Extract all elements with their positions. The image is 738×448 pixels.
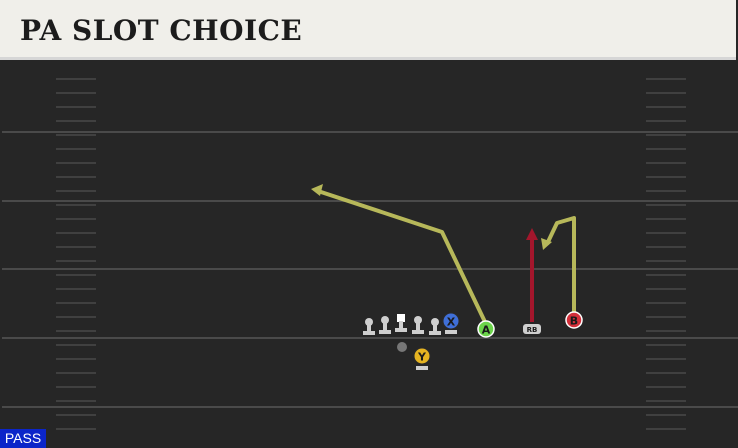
lineman [429,318,441,335]
play-type-badge: PASS [0,429,46,448]
running-back: RB [523,324,541,334]
quarterback [397,342,407,352]
route-b [541,216,576,312]
receiver-x: X [442,312,460,334]
lineman [412,316,424,334]
play-title: PA SLOT CHOICE [20,14,303,47]
receiver-y-label: Y [417,351,427,364]
lineman [379,316,391,334]
route-a [311,184,488,325]
receiver-a: A [477,320,495,338]
running-back-label: RB [527,326,538,334]
receiver-a-label: A [482,324,491,337]
receiver-b-label: B [570,315,578,328]
yard-lines [2,131,738,408]
receiver-x-label: X [447,316,456,329]
play-header: PA SLOT CHOICE [0,0,736,60]
lineman [363,318,375,335]
hash-marks [56,78,686,430]
offensive-line [363,314,441,335]
route-rb [526,228,538,322]
receiver-y: Y [413,347,431,370]
center [395,314,407,332]
receiver-b: B [565,311,583,329]
